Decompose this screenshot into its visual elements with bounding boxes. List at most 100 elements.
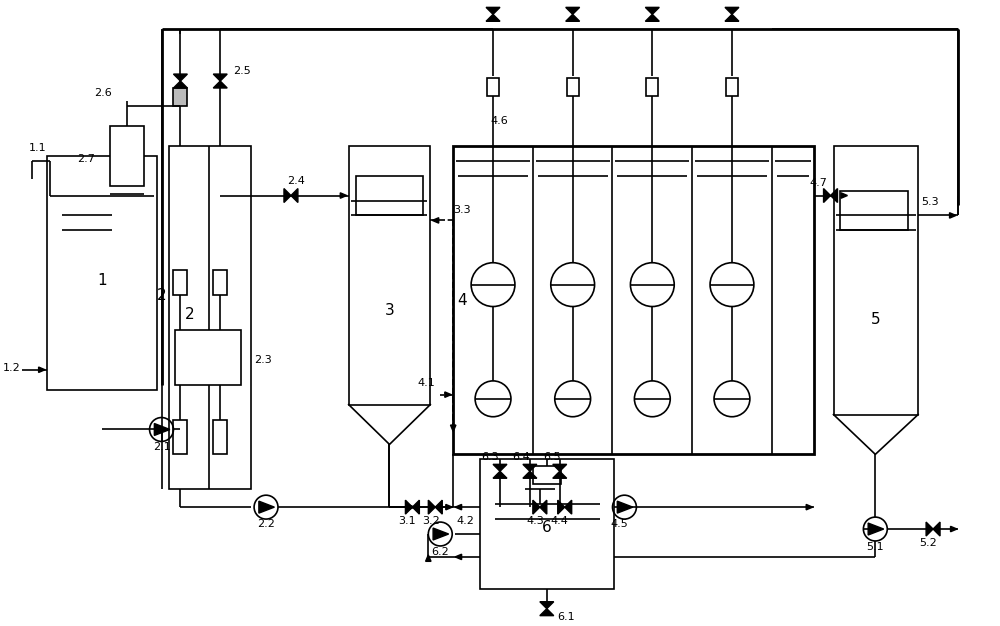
- Bar: [110, 126, 144, 185]
- Polygon shape: [540, 608, 554, 615]
- Text: 2.7: 2.7: [77, 154, 95, 163]
- Bar: [646, 78, 658, 96]
- Polygon shape: [426, 555, 431, 562]
- Bar: [834, 146, 918, 414]
- Polygon shape: [950, 213, 956, 218]
- Text: 4.7: 4.7: [810, 178, 828, 188]
- Text: 3: 3: [385, 302, 394, 317]
- Bar: [349, 146, 430, 404]
- Polygon shape: [725, 8, 739, 14]
- Polygon shape: [558, 500, 565, 514]
- Polygon shape: [213, 81, 227, 88]
- Text: 3.2: 3.2: [422, 516, 440, 526]
- Bar: [47, 156, 157, 389]
- Polygon shape: [455, 505, 462, 510]
- Bar: [567, 78, 579, 96]
- Text: 1.1: 1.1: [29, 143, 47, 153]
- Polygon shape: [566, 14, 580, 21]
- Text: 4.3: 4.3: [526, 516, 544, 526]
- Text: 4.4: 4.4: [551, 516, 569, 526]
- Polygon shape: [173, 81, 187, 88]
- Polygon shape: [553, 471, 567, 478]
- Text: 1: 1: [97, 273, 107, 287]
- Polygon shape: [39, 367, 45, 372]
- Text: 6.1: 6.1: [558, 612, 575, 622]
- Bar: [173, 270, 187, 295]
- Polygon shape: [408, 505, 414, 510]
- Polygon shape: [284, 188, 291, 202]
- Polygon shape: [173, 74, 187, 81]
- Polygon shape: [841, 193, 847, 198]
- Text: 6: 6: [542, 520, 552, 535]
- Text: 4.2: 4.2: [456, 516, 474, 526]
- Polygon shape: [806, 505, 813, 510]
- Polygon shape: [565, 500, 572, 514]
- Text: 2.1: 2.1: [153, 443, 170, 453]
- Text: 6.2: 6.2: [431, 547, 449, 557]
- Bar: [533, 466, 561, 485]
- Text: 2: 2: [157, 287, 166, 302]
- Polygon shape: [412, 500, 419, 514]
- Polygon shape: [645, 14, 659, 21]
- Text: 2.3: 2.3: [254, 355, 272, 365]
- Polygon shape: [493, 471, 507, 478]
- Bar: [726, 78, 738, 96]
- Bar: [840, 190, 908, 230]
- Text: 5.1: 5.1: [867, 542, 884, 552]
- Polygon shape: [450, 425, 456, 431]
- Polygon shape: [523, 471, 537, 478]
- Polygon shape: [445, 392, 451, 398]
- Text: 2.6: 2.6: [94, 88, 112, 98]
- Text: 2: 2: [185, 307, 194, 322]
- Polygon shape: [831, 188, 837, 202]
- Polygon shape: [405, 500, 412, 514]
- Bar: [453, 146, 814, 454]
- Bar: [480, 459, 614, 589]
- Polygon shape: [213, 74, 227, 81]
- Text: 2.2: 2.2: [257, 519, 275, 529]
- Text: 6.4: 6.4: [512, 453, 530, 463]
- Bar: [173, 419, 187, 454]
- Polygon shape: [433, 528, 449, 540]
- Text: 6.3: 6.3: [481, 453, 499, 463]
- Polygon shape: [432, 218, 439, 223]
- Text: 5: 5: [871, 312, 880, 327]
- Polygon shape: [486, 14, 500, 21]
- Polygon shape: [486, 8, 500, 14]
- Bar: [356, 176, 423, 215]
- Polygon shape: [725, 14, 739, 21]
- Text: 2.5: 2.5: [233, 66, 251, 76]
- Polygon shape: [540, 602, 554, 608]
- Polygon shape: [154, 424, 170, 436]
- Polygon shape: [435, 500, 442, 514]
- Text: 4.5: 4.5: [611, 519, 628, 529]
- Polygon shape: [291, 188, 298, 202]
- Text: 1.2: 1.2: [3, 362, 21, 372]
- Polygon shape: [926, 522, 933, 536]
- Polygon shape: [645, 8, 659, 14]
- Polygon shape: [259, 501, 274, 513]
- Bar: [213, 270, 227, 295]
- Polygon shape: [824, 188, 831, 202]
- Text: 3.1: 3.1: [399, 516, 416, 526]
- Polygon shape: [523, 464, 537, 471]
- Polygon shape: [455, 554, 462, 560]
- Polygon shape: [553, 464, 567, 471]
- Polygon shape: [540, 500, 547, 514]
- Text: 4.1: 4.1: [418, 377, 435, 387]
- Polygon shape: [933, 522, 940, 536]
- Polygon shape: [428, 500, 435, 514]
- Polygon shape: [868, 523, 884, 535]
- Polygon shape: [617, 501, 633, 513]
- Text: 5.3: 5.3: [921, 197, 939, 207]
- Bar: [175, 330, 241, 385]
- Polygon shape: [493, 464, 507, 471]
- Polygon shape: [340, 193, 347, 198]
- Polygon shape: [533, 500, 540, 514]
- Text: 4.6: 4.6: [490, 116, 508, 126]
- Bar: [169, 146, 251, 489]
- Text: 4: 4: [457, 292, 467, 307]
- Bar: [173, 88, 187, 106]
- Polygon shape: [951, 526, 957, 531]
- Text: 3.3: 3.3: [453, 205, 471, 215]
